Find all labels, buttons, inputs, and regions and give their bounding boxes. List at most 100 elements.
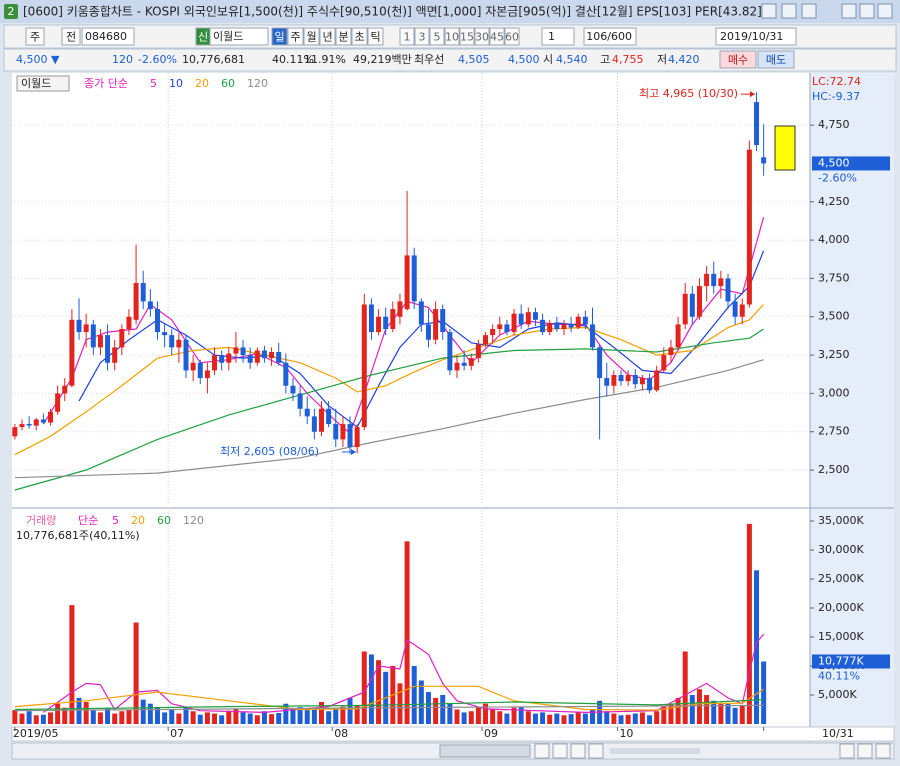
minute-button-label[interactable]: 15: [460, 31, 474, 44]
minute-button-label[interactable]: 3: [419, 31, 426, 44]
candle-body: [97, 335, 103, 348]
minute-button-label[interactable]: 1: [404, 31, 411, 44]
minute-button[interactable]: [474, 27, 490, 46]
minute-button[interactable]: [504, 27, 520, 46]
candle-body: [561, 324, 567, 330]
candle-body: [126, 316, 132, 330]
unit-button[interactable]: [367, 27, 384, 46]
count-select[interactable]: [541, 27, 575, 46]
prev-button-label[interactable]: 전: [66, 31, 76, 44]
minute-button-label[interactable]: 10: [445, 31, 459, 44]
candle-body: [105, 335, 111, 363]
legend-entry: 120: [183, 514, 204, 527]
zoom-button[interactable]: [839, 743, 855, 759]
volume-bar: [347, 697, 353, 724]
candle-body: [511, 313, 517, 333]
code-input[interactable]: [81, 27, 135, 46]
volume-moving-average: [14, 704, 764, 712]
volume-bar: [668, 703, 674, 724]
period-button-label[interactable]: 주: [30, 31, 40, 44]
minute-button[interactable]: [429, 27, 445, 46]
quote-price: 4,500 ▼: [16, 53, 60, 66]
volume-bar: [62, 707, 68, 724]
minimize-button[interactable]: [841, 3, 857, 19]
unit-button[interactable]: [303, 27, 320, 46]
candle-body: [704, 273, 710, 287]
scroll-thumb[interactable]: [439, 744, 531, 758]
unit-button-label[interactable]: 주: [290, 31, 300, 44]
zoom-button[interactable]: [875, 743, 891, 759]
volume-bar: [90, 709, 96, 724]
zoom-button[interactable]: [857, 743, 873, 759]
unit-button-label[interactable]: 분: [338, 31, 348, 44]
candle-body: [368, 304, 374, 333]
scroll-button[interactable]: [570, 743, 586, 759]
candle-body: [675, 324, 681, 348]
unit-button-label[interactable]: 초: [354, 31, 364, 44]
unit-button-label[interactable]: 틱: [370, 31, 380, 44]
scrollbar[interactable]: [11, 742, 895, 760]
minute-button-label[interactable]: 60: [505, 31, 519, 44]
unit-button[interactable]: [351, 27, 368, 46]
quote-turnover: 40.11%: [272, 53, 314, 66]
window-controls[interactable]: [761, 3, 893, 19]
minute-button[interactable]: [489, 27, 505, 46]
maximize-button[interactable]: [859, 3, 875, 19]
volume-bar: [575, 712, 581, 724]
unit-button[interactable]: [319, 27, 336, 46]
minute-button[interactable]: [399, 27, 415, 46]
window-badge: [4, 4, 18, 19]
minute-button-label[interactable]: 5: [434, 31, 441, 44]
name-input[interactable]: [209, 27, 269, 46]
period-button[interactable]: [25, 27, 45, 46]
y-tick-label: 3,250: [818, 348, 850, 361]
unit-button-label[interactable]: 월: [306, 31, 316, 44]
candle-body: [761, 157, 767, 164]
close-button[interactable]: [877, 3, 893, 19]
candle-body: [468, 358, 474, 366]
minute-button-label[interactable]: 30: [475, 31, 489, 44]
legend-entry: 10: [169, 77, 183, 90]
scroll-button[interactable]: [552, 743, 568, 759]
unit-button[interactable]: [271, 27, 288, 46]
candle-body: [711, 273, 717, 287]
buy-button[interactable]: [719, 50, 757, 69]
volume-bar: [376, 660, 382, 724]
volume-bar: [746, 523, 752, 724]
minute-button[interactable]: [444, 27, 460, 46]
candle-body: [425, 324, 431, 340]
control-button[interactable]: [801, 3, 817, 19]
range-box[interactable]: [583, 27, 637, 46]
new-badge-label[interactable]: 신: [198, 31, 208, 44]
minute-button-label[interactable]: 45: [490, 31, 504, 44]
volume-bar: [404, 541, 410, 724]
sell-button[interactable]: [757, 50, 795, 69]
control-button[interactable]: [781, 3, 797, 19]
minute-button[interactable]: [459, 27, 475, 46]
volume-bar: [568, 714, 574, 724]
high-annotation: 최고 4,965 (10/30): [639, 87, 738, 100]
volume-bar: [133, 622, 139, 724]
unit-button-label[interactable]: 년: [322, 31, 332, 44]
minute-button[interactable]: [414, 27, 430, 46]
date-input[interactable]: [715, 27, 797, 46]
volume-ma-label: 단순: [78, 514, 98, 527]
candle-body: [568, 324, 574, 328]
buy-button-label[interactable]: 매수: [728, 54, 748, 67]
title-bar: [0, 0, 900, 23]
volume-bar: [97, 712, 103, 724]
candle-body: [55, 393, 61, 412]
unit-button-label[interactable]: 일: [274, 30, 284, 44]
scroll-button[interactable]: [588, 743, 604, 759]
unit-button[interactable]: [335, 27, 352, 46]
volume-bar: [411, 666, 417, 724]
scroll-button[interactable]: [534, 743, 550, 759]
prev-button[interactable]: [61, 27, 81, 46]
volume-bar: [276, 712, 282, 724]
unit-button[interactable]: [287, 27, 304, 46]
volume-bar: [254, 715, 260, 724]
zoom-slider[interactable]: [610, 748, 700, 754]
quote-low-label: 저: [657, 53, 667, 66]
sell-button-label[interactable]: 매도: [766, 54, 786, 67]
control-button[interactable]: [761, 3, 777, 19]
